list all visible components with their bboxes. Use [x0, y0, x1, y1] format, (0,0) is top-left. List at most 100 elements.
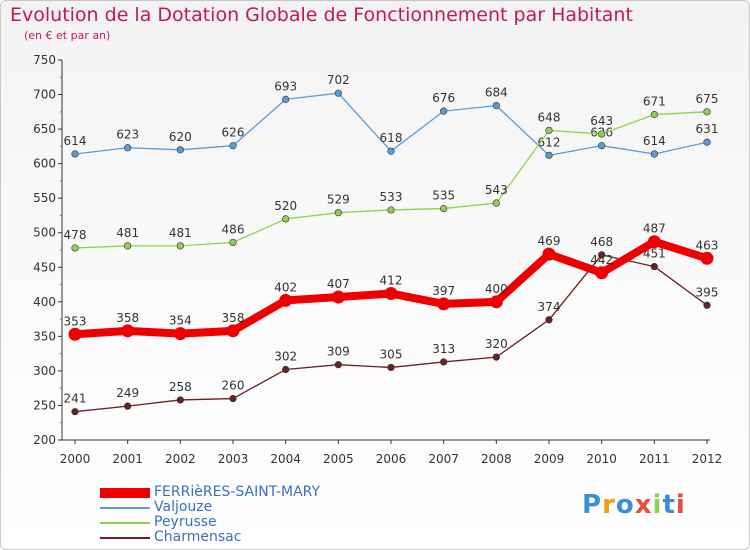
data-point-charmensac	[334, 361, 342, 369]
data-point-valjouze	[492, 101, 500, 110]
legend-label-valjouze: Valjouze	[154, 499, 213, 515]
data-label-ferri-res-saint-mary: 469	[538, 234, 561, 248]
x-tick-label-2008: 2008	[481, 452, 512, 466]
y-tick-label-700: 700	[33, 88, 56, 102]
logo-letter: o	[615, 490, 635, 520]
data-point-ferri-res-saint-mary	[331, 290, 345, 304]
data-label-charmensac: 260	[222, 379, 245, 393]
x-tick-label-2002: 2002	[165, 452, 196, 466]
data-point-valjouze	[176, 146, 184, 154]
data-label-charmensac: 309	[327, 345, 350, 359]
data-point-charmensac	[598, 251, 606, 259]
data-label-valjouze: 614	[64, 134, 87, 148]
data-point-peyrusse	[703, 108, 711, 116]
data-point-peyrusse	[387, 206, 395, 214]
data-label-charmensac: 241	[64, 392, 87, 406]
data-point-valjouze	[650, 150, 658, 158]
data-label-charmensac: 249	[116, 386, 139, 400]
data-label-charmensac: 451	[643, 247, 666, 261]
data-label-ferri-res-saint-mary: 353	[64, 314, 87, 328]
data-label-ferri-res-saint-mary: 463	[696, 238, 719, 252]
y-tick-label-750: 750	[33, 53, 56, 67]
logo-letter: t	[662, 490, 676, 520]
data-label-valjouze: 614	[643, 134, 666, 148]
data-label-charmensac: 305	[380, 347, 403, 361]
data-point-valjouze	[703, 138, 711, 146]
data-label-ferri-res-saint-mary: 407	[327, 277, 350, 291]
data-label-charmensac: 313	[432, 342, 455, 356]
data-point-charmensac	[440, 358, 448, 366]
data-point-peyrusse	[334, 209, 342, 217]
data-label-peyrusse: 533	[380, 190, 403, 204]
data-label-charmensac: 258	[169, 380, 192, 394]
legend-label-peyrusse: Peyrusse	[154, 514, 217, 530]
data-point-ferri-res-saint-mary	[437, 297, 451, 311]
data-point-peyrusse	[282, 215, 290, 223]
data-label-peyrusse: 535	[432, 189, 455, 203]
legend-item-charmensac: Charmensac	[100, 530, 320, 545]
data-label-peyrusse: 648	[538, 110, 561, 124]
data-label-valjouze: 631	[696, 122, 719, 136]
data-point-ferri-res-saint-mary	[647, 235, 661, 249]
legend: FERRièRES-SAINT-MARY Valjouze Peyrusse Char…	[100, 485, 320, 545]
y-tick-label-550: 550	[33, 191, 56, 205]
logo-letter: i	[675, 490, 686, 520]
y-tick-label-300: 300	[33, 364, 56, 378]
legend-swatch-ferri-res-saint-mary	[100, 487, 150, 498]
data-label-charmensac: 320	[485, 337, 508, 351]
data-label-ferri-res-saint-mary: 487	[643, 222, 666, 236]
x-tick-label-2007: 2007	[428, 452, 459, 466]
data-point-ferri-res-saint-mary	[173, 327, 187, 341]
data-point-valjouze	[598, 142, 606, 150]
data-point-valjouze	[387, 147, 395, 155]
data-label-valjouze: 693	[274, 79, 297, 93]
logo-letter: x	[634, 490, 653, 520]
data-point-peyrusse	[492, 199, 500, 207]
x-tick-label-2006: 2006	[376, 452, 407, 466]
data-label-peyrusse: 643	[590, 114, 613, 128]
data-point-peyrusse	[71, 244, 79, 252]
y-tick-label-450: 450	[33, 260, 56, 274]
legend-swatch-peyrusse	[100, 521, 150, 524]
data-label-peyrusse: 543	[485, 183, 508, 197]
data-label-ferri-res-saint-mary: 400	[485, 282, 508, 296]
data-label-charmensac: 374	[538, 300, 561, 314]
y-tick-label-650: 650	[33, 122, 56, 136]
data-point-ferri-res-saint-mary	[542, 247, 556, 261]
data-point-charmensac	[229, 394, 237, 403]
data-label-peyrusse: 481	[169, 226, 192, 240]
data-label-charmensac: 395	[696, 285, 719, 299]
x-tick-label-2005: 2005	[323, 452, 354, 466]
data-point-valjouze	[545, 151, 553, 159]
data-point-charmensac	[387, 363, 395, 372]
data-point-charmensac	[703, 301, 711, 309]
x-tick-label-2003: 2003	[218, 452, 249, 466]
chart-title: Evolution de la Dotation Globale de Fonc…	[10, 4, 633, 26]
data-label-peyrusse: 486	[222, 222, 245, 236]
data-point-ferri-res-saint-mary	[121, 324, 135, 338]
data-label-valjouze: 623	[116, 128, 139, 142]
data-label-peyrusse: 671	[643, 95, 666, 109]
data-label-charmensac: 302	[274, 350, 297, 364]
data-point-peyrusse	[545, 126, 553, 135]
data-point-charmensac	[282, 365, 290, 374]
x-tick-label-2012: 2012	[692, 452, 723, 466]
data-label-peyrusse: 529	[327, 193, 350, 207]
data-point-peyrusse	[229, 238, 237, 246]
legend-item-valjouze: Valjouze	[100, 500, 320, 515]
data-point-ferri-res-saint-mary	[279, 293, 293, 307]
y-tick-label-200: 200	[33, 433, 56, 447]
data-label-ferri-res-saint-mary: 358	[222, 311, 245, 325]
data-label-ferri-res-saint-mary: 397	[432, 284, 455, 298]
data-point-charmensac	[176, 396, 184, 404]
x-tick-label-2000: 2000	[60, 452, 91, 466]
data-point-valjouze	[71, 150, 79, 158]
data-label-valjouze: 676	[432, 91, 455, 105]
line-chart: 200 250 300 350 400 450 500 550 600 650 700 750 2000…	[33, 53, 723, 466]
data-point-valjouze	[440, 107, 448, 115]
data-label-valjouze: 626	[222, 126, 245, 140]
data-point-peyrusse	[176, 242, 184, 250]
legend-swatch-valjouze	[100, 506, 150, 509]
data-label-charmensac: 468	[590, 235, 613, 249]
